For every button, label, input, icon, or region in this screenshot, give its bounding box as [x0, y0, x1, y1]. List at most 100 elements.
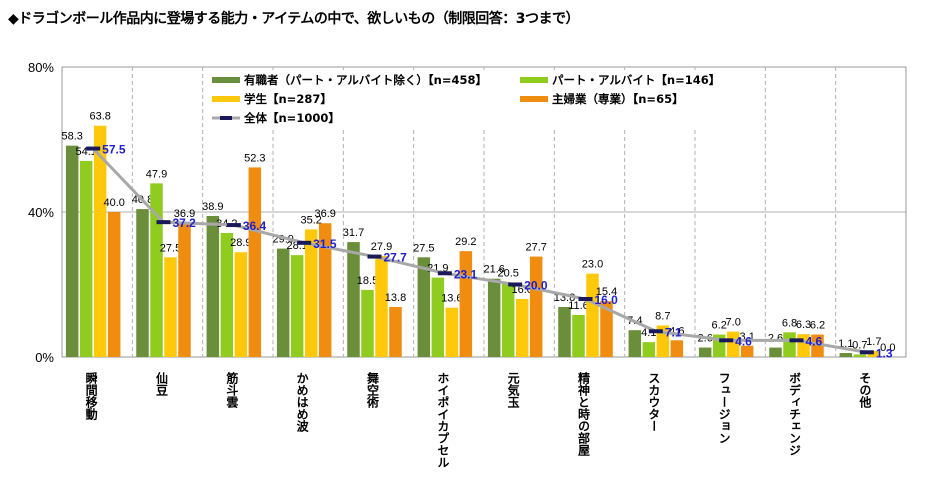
total-data-label: 57.5: [102, 143, 126, 157]
data-label: 6.8: [782, 317, 797, 329]
bar: [529, 256, 543, 357]
bar: [445, 307, 459, 357]
bar: [515, 299, 529, 357]
data-label: 7.0: [726, 317, 741, 329]
total-marker: [226, 223, 241, 228]
total-marker: [789, 338, 804, 343]
total-data-label: 16.0: [595, 293, 619, 307]
bar: [107, 212, 121, 357]
data-label: 6.2: [712, 320, 727, 332]
total-marker: [437, 271, 452, 276]
total-marker: [859, 350, 874, 355]
data-label: 27.7: [525, 242, 546, 254]
category-label: 仙豆: [155, 371, 169, 397]
category-label: その他: [858, 372, 872, 409]
bar: [290, 255, 304, 357]
data-label: 21.6: [483, 264, 504, 276]
data-label: 2.6: [768, 333, 783, 345]
bar: [698, 347, 712, 357]
bar: [79, 160, 93, 357]
bar: [586, 273, 599, 357]
total-marker: [86, 146, 101, 151]
bar: [740, 345, 754, 357]
data-label: 6.3: [796, 319, 811, 331]
bar: [853, 354, 867, 357]
data-label: 36.9: [174, 208, 195, 220]
total-data-label: 4.6: [806, 334, 823, 348]
total-data-label: 23.1: [454, 267, 478, 281]
chart-title: ◆ドラゴンボール作品内に登場する能力・アイテムの中で、欲しいもの（制限回答：3つ…: [8, 11, 580, 27]
bar: [164, 257, 177, 357]
total-data-label: 27.7: [384, 251, 408, 265]
data-label: 6.2: [810, 320, 825, 332]
data-label: 11.6: [568, 300, 589, 312]
legend-label: 全体【n=1000】: [243, 111, 340, 125]
data-label: 27.5: [160, 242, 181, 254]
bar: [628, 330, 642, 357]
bar: [769, 347, 782, 357]
bar: [572, 314, 585, 357]
data-label: 18.5: [357, 275, 378, 287]
data-label: 13.6: [441, 293, 462, 305]
bar: [558, 306, 571, 357]
category-label: 舞空術: [366, 371, 380, 409]
category-label: 精神と時の部屋: [577, 371, 591, 457]
bar: [276, 248, 290, 357]
bar: [136, 209, 149, 357]
y-tick-label: 0%: [35, 350, 54, 365]
y-tick-label: 80%: [28, 60, 54, 75]
total-marker: [719, 338, 734, 343]
data-label: 58.3: [61, 131, 82, 143]
bar: [206, 215, 220, 357]
bar: [783, 332, 796, 357]
bar: [347, 242, 360, 357]
data-label: 36.9: [314, 208, 335, 220]
y-tick-label: 40%: [28, 205, 54, 220]
total-data-label: 37.2: [173, 216, 197, 230]
legend-swatch: [212, 96, 240, 102]
bar: [642, 342, 656, 357]
total-marker: [508, 282, 523, 287]
data-label: 47.9: [146, 168, 167, 180]
legend-label: 有職者（パート・アルバイト除く）【n=458】: [244, 73, 487, 87]
category-label: 瞬間移動: [84, 371, 98, 421]
bar: [431, 277, 445, 357]
bar: [417, 257, 431, 357]
bar: [65, 145, 79, 357]
bar: [811, 334, 824, 357]
legend-marker-swatch: [220, 116, 232, 120]
data-label: 13.8: [385, 292, 406, 304]
data-label: 8.7: [655, 310, 670, 322]
bar: [304, 229, 318, 357]
data-label: 40.0: [103, 197, 124, 209]
bar: [726, 331, 740, 357]
total-marker: [367, 254, 382, 259]
category-label: ホイポイカプセル: [436, 372, 450, 468]
legend-label: パート・アルバイト【n=146】: [552, 73, 720, 87]
total-data-label: 7.1: [665, 325, 682, 339]
total-data-label: 36.4: [243, 219, 267, 233]
total-data-label: 31.5: [313, 237, 337, 251]
bar: [318, 223, 332, 357]
total-marker: [156, 220, 171, 225]
bar: [150, 183, 163, 357]
legend-swatch: [520, 77, 548, 83]
data-label: 38.9: [202, 201, 223, 213]
category-label: かめはめ波: [295, 372, 309, 433]
data-label: 1.7: [866, 336, 881, 348]
bar: [501, 282, 515, 357]
data-label: 29.2: [455, 236, 476, 248]
category-label: 筋斗雲: [225, 371, 239, 409]
total-marker: [648, 329, 663, 334]
legend-box: [206, 70, 710, 128]
bar: [670, 340, 684, 357]
bar: [361, 289, 374, 357]
total-marker: [297, 240, 312, 245]
data-label: 31.7: [343, 227, 364, 239]
category-label: ボディチェンジ: [788, 372, 802, 456]
bar: [220, 233, 234, 357]
total-data-label: 20.0: [524, 279, 548, 293]
data-label: 15.4: [596, 286, 617, 298]
legend-label: 主婦業（専業）【n=65】: [552, 92, 684, 106]
